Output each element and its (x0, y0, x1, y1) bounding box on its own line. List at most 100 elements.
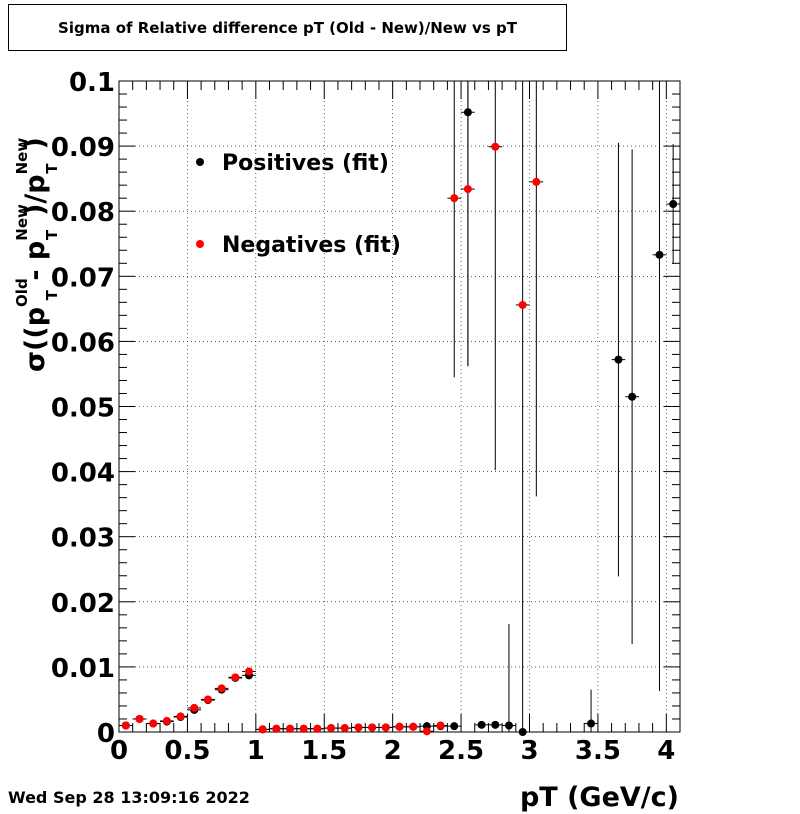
marker (176, 712, 185, 721)
data-point-negative (488, 81, 503, 471)
data-point-negative (228, 673, 243, 682)
marker (504, 721, 513, 730)
marker (299, 724, 308, 733)
data-point-negative (337, 724, 352, 733)
marker (190, 703, 199, 712)
data-point-negative (187, 703, 202, 712)
marker (258, 725, 267, 734)
marker (532, 177, 541, 186)
x-tick-label: 3 (520, 736, 538, 766)
legend: Positives (fit) Negatives (fit) (196, 151, 401, 258)
data-point-negative (365, 723, 379, 732)
marker (450, 194, 459, 203)
marker (491, 720, 500, 729)
chart-title: Sigma of Relative difference pT (Old - N… (58, 18, 517, 37)
marker (244, 667, 253, 676)
x-axis-label: pT (GeV/c) (520, 782, 679, 813)
marker (477, 720, 486, 729)
data-point-negative (173, 712, 188, 721)
marker (422, 727, 431, 736)
marker (340, 724, 349, 733)
marker (614, 355, 623, 364)
y-tick-label: 0.09 (51, 133, 115, 163)
y-tick-label: 0.08 (51, 198, 115, 228)
y-tick-label: 0.06 (51, 328, 115, 358)
x-tick-label: 2.5 (438, 736, 484, 766)
legend-entry-positives: Positives (fit) (196, 151, 389, 176)
data-point-positive (584, 689, 598, 732)
marker (409, 722, 418, 731)
data-point-negative (201, 695, 215, 704)
x-tick-labels: 0 0.5 1 1.5 2 2.5 3 3.5 4 (110, 736, 675, 766)
marker (381, 723, 390, 732)
data-point-positive (611, 142, 626, 577)
y-tick-label: 0.02 (51, 589, 115, 619)
marker (286, 724, 295, 733)
data-point-positive (474, 720, 489, 729)
data-point-positive (652, 81, 667, 691)
x-tick-label: 2 (384, 736, 402, 766)
marker (368, 723, 377, 732)
data-point-negative (447, 81, 462, 378)
data-point-positive (502, 623, 516, 732)
data-point-negative (242, 667, 256, 676)
data-point-negative (160, 716, 174, 725)
data-point-positive (447, 722, 462, 731)
marker (655, 250, 664, 259)
marker (395, 722, 404, 731)
data-point-negative (146, 719, 161, 728)
legend-label: Positives (fit) (222, 151, 389, 176)
data-points (119, 81, 680, 736)
marker (491, 142, 500, 151)
y-tick-label: 0.01 (51, 654, 115, 684)
marker (121, 721, 130, 730)
x-tick-label: 1 (247, 736, 265, 766)
data-point-negative (378, 723, 393, 732)
marker (313, 724, 322, 733)
marker (217, 684, 226, 693)
data-point-negative (324, 724, 338, 733)
timestamp: Wed Sep 28 13:09:16 2022 (8, 788, 250, 807)
data-point-negative (283, 724, 297, 733)
legend-marker (196, 158, 204, 166)
marker (354, 723, 363, 732)
data-point-negative (406, 722, 421, 731)
data-point-negative (433, 721, 448, 730)
x-tick-label: 0 (110, 736, 128, 766)
y-axis-label: σ((pOld T - pNew T)/pNew T) (13, 137, 61, 372)
marker (450, 722, 459, 731)
data-point-negative (310, 724, 325, 733)
marker (587, 719, 596, 728)
y-tick-label: 0.1 (69, 68, 115, 98)
y-tick-label: 0.04 (51, 459, 115, 489)
marker (436, 721, 445, 730)
data-point-negative (132, 714, 147, 723)
y-tick-label: 0.05 (51, 394, 115, 424)
y-tick-label: 0.07 (51, 263, 115, 293)
data-point-negative (269, 724, 284, 733)
legend-marker (196, 240, 204, 248)
marker (162, 716, 171, 725)
data-point-negative (255, 725, 270, 734)
marker (327, 724, 336, 733)
data-point-negative (119, 721, 133, 730)
y-tick-label: 0 (97, 719, 115, 749)
data-point-positive (625, 149, 639, 645)
data-point-negative (392, 722, 407, 731)
x-tick-label: 1.5 (301, 736, 347, 766)
x-tick-label: 4 (657, 736, 675, 766)
data-point-negative (296, 724, 311, 733)
x-tick-label: 3.5 (575, 736, 621, 766)
marker (231, 673, 240, 682)
data-point-positive (666, 144, 680, 264)
data-point-negative (461, 81, 475, 367)
marker (272, 724, 281, 733)
chart-title-box: Sigma of Relative difference pT (Old - N… (8, 4, 567, 51)
data-point-negative (351, 723, 366, 732)
data-point-negative (420, 727, 434, 736)
x-tick-label: 0.5 (164, 736, 210, 766)
marker (203, 695, 212, 704)
marker (518, 300, 527, 309)
marker (669, 200, 678, 209)
